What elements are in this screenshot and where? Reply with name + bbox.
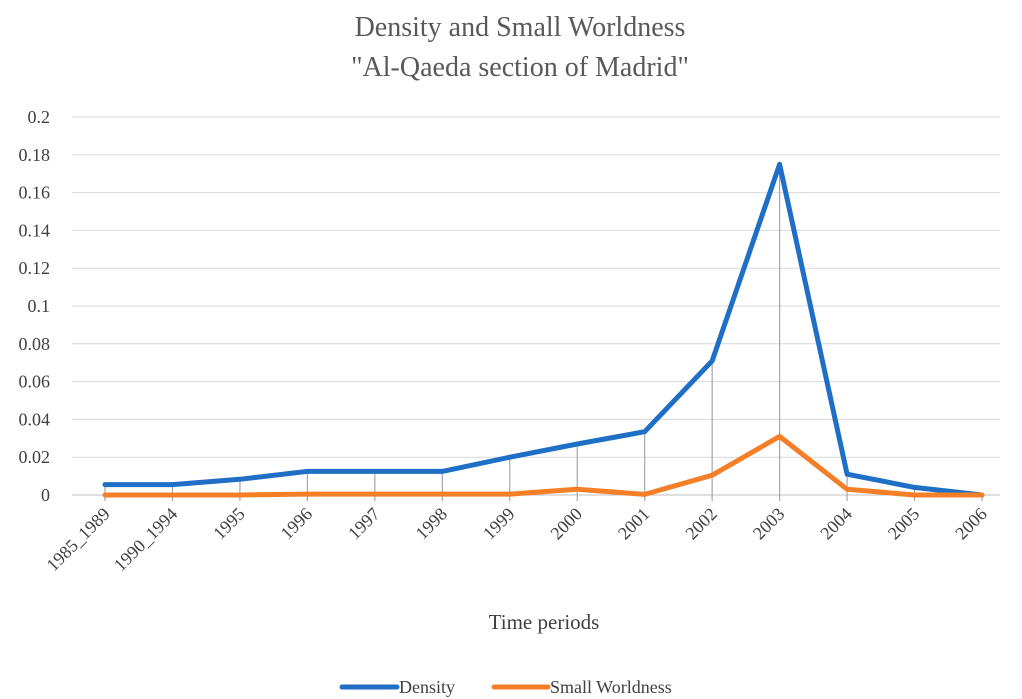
y-tick-label: 0.2 xyxy=(28,107,51,127)
gridlines xyxy=(72,116,1000,496)
x-tick-label: 1998 xyxy=(412,504,452,544)
legend-label: Density xyxy=(399,677,455,697)
chart-title: Density and Small Worldness "Al-Qaeda se… xyxy=(351,12,689,83)
y-tick-label: 0.16 xyxy=(19,183,51,203)
x-tick-label: 1997 xyxy=(344,504,384,544)
y-tick-label: 0.12 xyxy=(19,258,51,278)
x-tick-label: 1995 xyxy=(209,504,249,544)
y-tick-label: 0 xyxy=(41,485,50,505)
y-tick-label: 0.14 xyxy=(19,220,51,240)
x-tick-label: 1999 xyxy=(479,504,519,544)
y-tick-label: 0.04 xyxy=(19,409,51,429)
chart-title-line-2: "Al-Qaeda section of Madrid" xyxy=(351,52,689,83)
x-tick-label: 1985_1989 xyxy=(42,504,113,575)
series-line-2 xyxy=(102,433,985,498)
y-tick-label: 0.08 xyxy=(19,334,51,354)
x-tick-label: 2003 xyxy=(749,504,789,544)
y-axis-tick-labels: 0 0.02 0.04 0.06 0.08 0.1 0.12 0.14 0.16 0.18 0.2 xyxy=(19,107,51,505)
y-tick-label: 0.18 xyxy=(19,145,51,165)
y-tick-label: 0.02 xyxy=(19,447,51,467)
legend-item: Small Worldness xyxy=(491,677,672,697)
x-tick-label: 1990_1994 xyxy=(110,504,181,575)
x-tick-label: 1996 xyxy=(277,504,317,544)
x-tick-label: 2004 xyxy=(816,504,856,544)
x-tick-label: 2001 xyxy=(614,504,654,544)
y-tick-label: 0.1 xyxy=(28,296,51,316)
x-tick-label: 2006 xyxy=(951,504,991,544)
x-tick-label: 2005 xyxy=(884,504,924,544)
series-layer xyxy=(102,161,985,498)
x-axis-title: Time periods xyxy=(489,610,600,634)
chart-title-line-1: Density and Small Worldness xyxy=(355,12,686,43)
legend-label: Small Worldness xyxy=(550,677,672,697)
x-tick-label: 2000 xyxy=(546,504,586,544)
series-line-1 xyxy=(102,161,985,498)
x-tick-label: 2002 xyxy=(681,504,721,544)
legend-item: Density xyxy=(339,677,455,697)
y-tick-label: 0.06 xyxy=(19,372,51,392)
legend: Density Small Worldness xyxy=(339,677,672,697)
